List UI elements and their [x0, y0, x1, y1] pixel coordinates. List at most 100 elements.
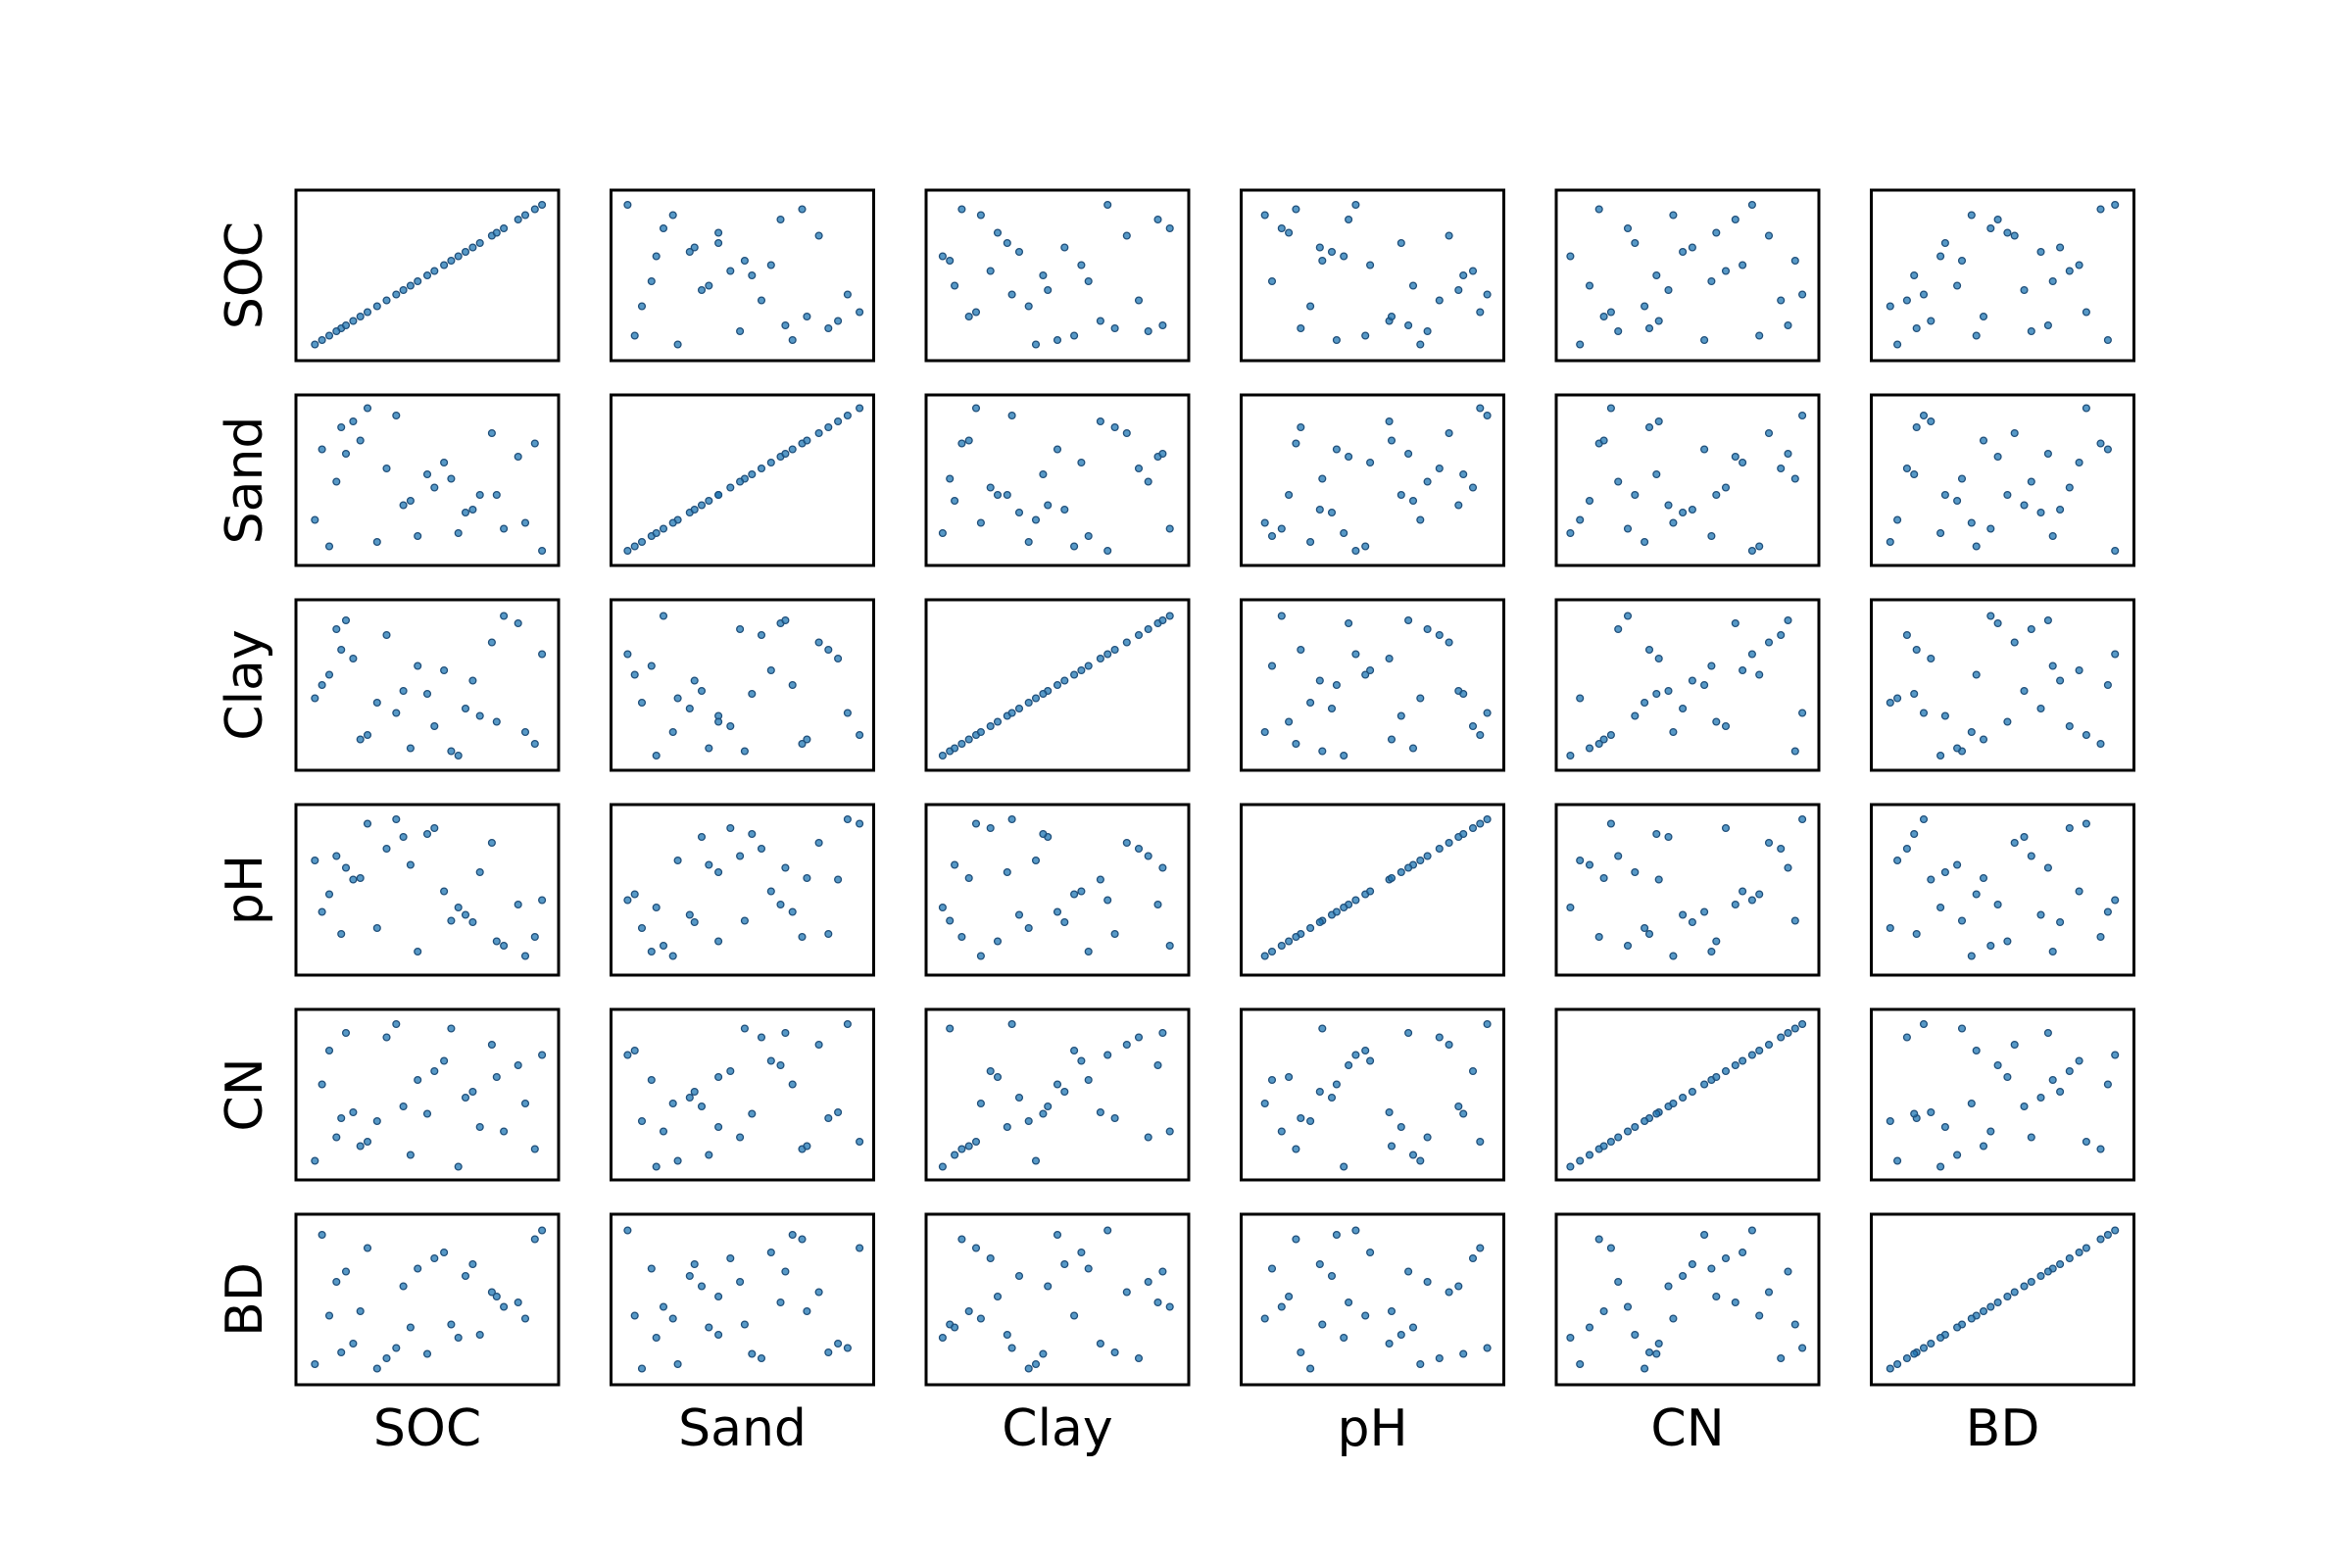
data-point	[1416, 1359, 1425, 1369]
data-point	[623, 896, 632, 905]
data-point	[856, 404, 864, 413]
data-point	[1007, 709, 1016, 717]
data-point	[1576, 515, 1585, 524]
data-point	[946, 256, 955, 266]
data-point	[2075, 1248, 2083, 1257]
data-point	[1739, 261, 1747, 270]
data-point	[1936, 1162, 1945, 1171]
data-point	[1893, 1156, 1902, 1165]
data-point	[986, 721, 995, 731]
data-point	[2096, 205, 2105, 214]
data-point	[399, 501, 408, 510]
data-point	[1585, 281, 1594, 290]
data-point	[788, 335, 797, 345]
data-point	[1784, 615, 1792, 625]
data-point	[2027, 477, 2035, 486]
data-point	[1688, 676, 1696, 685]
data-point	[652, 528, 661, 538]
data-point	[1122, 1288, 1131, 1297]
data-point	[1315, 505, 1324, 514]
data-point	[1606, 819, 1615, 828]
data-point	[1972, 331, 1981, 340]
data-point	[1764, 1288, 1774, 1297]
data-point	[1468, 823, 1478, 833]
data-point	[487, 1040, 496, 1050]
data-point	[1654, 875, 1663, 884]
data-point	[324, 1046, 334, 1055]
data-point	[1644, 645, 1654, 655]
data-point	[1110, 422, 1119, 432]
data-point	[1790, 1024, 1799, 1033]
data-point	[1260, 518, 1269, 527]
data-point	[1993, 1060, 2002, 1070]
data-point	[1919, 1344, 1929, 1352]
data-point	[468, 243, 477, 252]
data-point	[1165, 612, 1174, 620]
data-point	[938, 252, 947, 261]
data-point	[2027, 852, 2035, 860]
data-point	[520, 211, 530, 220]
data-point	[668, 727, 677, 737]
data-point	[1435, 1353, 1444, 1363]
data-point	[1483, 290, 1492, 299]
data-point	[2036, 247, 2045, 257]
data-point	[1902, 630, 1911, 640]
data-point	[1919, 290, 1929, 299]
data-point	[1361, 1311, 1370, 1320]
panel-soc-vs-bd	[1870, 188, 2135, 363]
data-point	[668, 1314, 677, 1323]
data-point	[2020, 832, 2029, 842]
data-point	[1953, 281, 1962, 290]
data-point	[2043, 449, 2052, 459]
panel-soc-vs-clay	[924, 188, 1191, 363]
data-point	[1585, 496, 1594, 506]
data-point	[1940, 867, 1949, 877]
data-point	[1784, 320, 1792, 330]
panel-sand-vs-ph	[1240, 393, 1505, 567]
data-point	[1476, 819, 1485, 828]
data-point	[705, 1323, 713, 1332]
data-point	[2048, 276, 2057, 286]
data-point	[492, 1292, 501, 1301]
data-point	[1644, 929, 1654, 939]
panel-frame	[1240, 1212, 1505, 1387]
data-point	[1576, 1156, 1585, 1165]
data-point	[957, 1145, 966, 1153]
data-point	[500, 1127, 509, 1136]
data-point	[1755, 1046, 1764, 1055]
data-point	[1445, 838, 1453, 848]
data-point	[1585, 860, 1594, 869]
data-point	[630, 542, 639, 551]
data-point	[461, 508, 470, 517]
data-point	[781, 1028, 790, 1038]
data-point	[514, 1060, 522, 1070]
data-point	[1652, 829, 1661, 839]
column-label-clay: Clay	[1002, 1399, 1112, 1458]
data-point	[946, 474, 955, 483]
data-point	[673, 340, 682, 349]
data-point	[1739, 1056, 1747, 1065]
data-point	[2096, 932, 2105, 942]
data-point	[1153, 1060, 1162, 1070]
data-point	[1277, 1127, 1286, 1136]
data-point	[1332, 907, 1341, 916]
data-point	[1747, 650, 1756, 659]
data-point	[766, 1248, 775, 1257]
data-point	[311, 340, 319, 349]
data-point	[1404, 449, 1413, 459]
data-point	[2065, 823, 2074, 833]
data-point	[740, 256, 749, 266]
data-point	[971, 308, 981, 317]
data-point	[1606, 730, 1615, 740]
data-point	[1340, 903, 1348, 912]
data-point	[1014, 910, 1024, 919]
data-point	[1459, 1349, 1468, 1358]
data-point	[1468, 1066, 1478, 1076]
data-point	[2103, 680, 2112, 690]
data-point	[668, 211, 677, 220]
data-point	[399, 832, 408, 842]
panel-frame	[1554, 803, 1821, 977]
column-labels: SOC Sand Clay pH CN BD	[373, 1399, 2039, 1458]
data-point	[1361, 331, 1370, 340]
data-point	[647, 276, 656, 286]
